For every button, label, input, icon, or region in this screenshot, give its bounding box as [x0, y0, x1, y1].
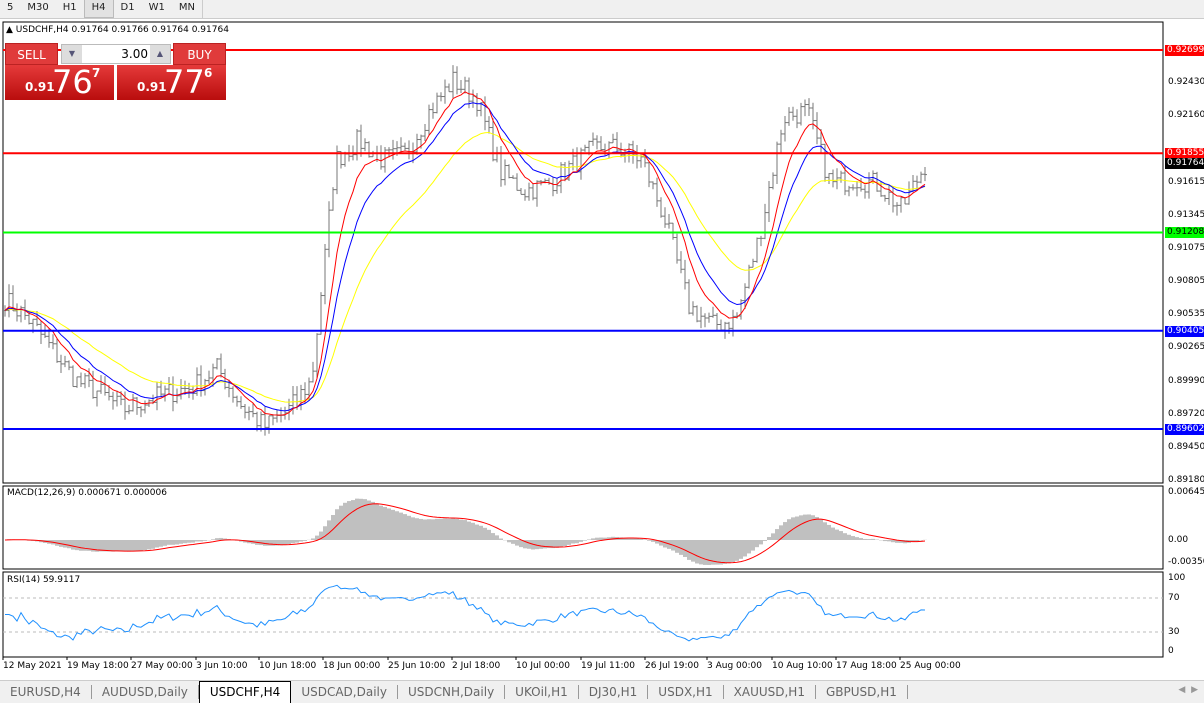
price-axis-label: 0.90265: [1168, 341, 1204, 352]
time-axis-label: 26 Jul 19:00: [645, 661, 699, 671]
chart-tab[interactable]: GBPUSD,H1: [816, 685, 908, 699]
hline-price-tag: 0.89602: [1165, 424, 1204, 435]
rsi-axis-0: 0: [1168, 646, 1174, 656]
price-axis-label: 0.89720: [1168, 408, 1204, 419]
price-axis-label: 0.90535: [1168, 308, 1204, 319]
time-axis-label: 19 May 18:00: [67, 661, 129, 671]
chart-tab[interactable]: USDX,H1: [648, 685, 724, 699]
buy-price[interactable]: 0.91 77 6: [117, 63, 226, 101]
time-axis-label: 3 Aug 00:00: [707, 661, 762, 671]
current-price-tag: 0.91764: [1165, 158, 1204, 170]
ma-red: [4, 91, 926, 416]
time-axis-label: 3 Jun 10:00: [196, 661, 248, 671]
price-axis-label: 0.91615: [1168, 176, 1204, 187]
sell-button[interactable]: SELL: [5, 43, 58, 65]
time-axis-label: 17 Aug 18:00: [836, 661, 897, 671]
time-axis-label: 27 May 00:00: [131, 661, 193, 671]
ma-yellow: [4, 131, 926, 403]
tf-m30[interactable]: M30: [27, 2, 49, 13]
buy-price-pips: 77: [164, 63, 205, 101]
ma-blue: [4, 102, 926, 412]
price-axis-label: 0.92430: [1168, 76, 1204, 87]
tf-5[interactable]: 5: [7, 2, 14, 13]
macd-axis-max: 0.00645: [1168, 487, 1204, 497]
price-chart[interactable]: [0, 19, 1204, 679]
tf-h4[interactable]: H4: [83, 0, 114, 18]
price-axis-label: 0.91075: [1168, 242, 1204, 253]
chart-tab[interactable]: USDCHF,H4: [198, 680, 292, 703]
tf-h1[interactable]: H1: [62, 2, 77, 13]
time-axis-label: 18 Jun 00:00: [323, 661, 381, 671]
price-axis-label: 0.90805: [1168, 275, 1204, 286]
lots-value[interactable]: 3.00: [121, 47, 148, 61]
macd-signal-line: [4, 503, 926, 564]
chart-header: ▲ USDCHF,H4 0.91764 0.91766 0.91764 0.91…: [6, 25, 229, 35]
rsi-line: [5, 584, 926, 642]
time-axis-label: 10 Jun 18:00: [259, 661, 317, 671]
sell-price[interactable]: 0.91 76 7: [5, 63, 114, 101]
chart-tab[interactable]: UKOil,H1: [505, 685, 579, 699]
hline-price-tag: 0.91855: [1165, 148, 1204, 160]
lots-decrease-icon[interactable]: ▼: [62, 45, 82, 63]
time-axis-label: 10 Aug 10:00: [772, 661, 833, 671]
rsi-label: RSI(14) 59.9117: [7, 575, 81, 585]
hline-price-tag: 0.92699: [1165, 45, 1204, 56]
sell-price-point: 7: [92, 66, 101, 80]
time-axis-label: 10 Jul 00:00: [516, 661, 570, 671]
timeframe-toolbar: 5 M30 H1 H4 D1 W1 MN: [0, 0, 1204, 19]
macd-panel-frame: [2, 485, 1164, 570]
tab-scroll-arrows-icon[interactable]: ◀ ▶: [1178, 685, 1198, 695]
hline-price-tag: 0.90405: [1165, 325, 1204, 337]
buy-price-prefix: 0.91: [137, 80, 167, 94]
symbol-quote: USDCHF,H4 0.91764 0.91766 0.91764 0.9176…: [15, 25, 229, 35]
chart-tab[interactable]: USDCAD,Daily: [291, 685, 398, 699]
tf-w1[interactable]: W1: [148, 2, 165, 13]
sell-price-pips: 76: [52, 63, 93, 101]
tf-d1[interactable]: D1: [120, 2, 135, 13]
tf-mn[interactable]: MN: [178, 2, 195, 13]
macd-axis-zero: 0.00: [1168, 535, 1189, 545]
main-panel-frame: [2, 21, 1164, 484]
price-axis-label: 0.91345: [1168, 209, 1204, 220]
time-axis-label: 25 Aug 00:00: [900, 661, 961, 671]
rsi-panel-frame: [2, 571, 1164, 658]
price-axis-label: 0.89990: [1168, 375, 1204, 386]
price-axis-label: 0.89450: [1168, 441, 1204, 452]
chart-tab[interactable]: XAUUSD,H1: [724, 685, 816, 699]
buy-price-point: 6: [204, 66, 213, 80]
time-axis-label: 19 Jul 11:00: [581, 661, 635, 671]
sell-price-prefix: 0.91: [25, 80, 55, 94]
chart-tab[interactable]: USDCNH,Daily: [398, 685, 506, 699]
chart-tab[interactable]: DJ30,H1: [579, 685, 649, 699]
one-click-trading-panel: SELL ▼ 3.00 ▲ BUY 0.91 76 7 0.91 77 6: [5, 43, 226, 101]
chart-tab[interactable]: AUDUSD,Daily: [92, 685, 199, 699]
time-axis-label: 25 Jun 10:00: [388, 661, 446, 671]
toolbar-spacer: [201, 0, 1204, 18]
rsi-axis-70: 70: [1168, 593, 1180, 603]
lots-increase-icon[interactable]: ▲: [150, 45, 170, 63]
chart-tab[interactable]: EURUSD,H4: [0, 685, 92, 699]
lots-field[interactable]: ▼ 3.00 ▲: [61, 44, 171, 64]
buy-button[interactable]: BUY: [173, 43, 226, 65]
hline-price-tag: 0.91208: [1165, 227, 1204, 239]
price-axis-label: 0.89180: [1168, 474, 1204, 485]
macd-axis-min: -0.00350: [1168, 557, 1204, 567]
rsi-axis-100: 100: [1168, 573, 1186, 583]
chart-tabs: EURUSD,H4 AUDUSD,Daily USDCHF,H4 USDCAD,Dai…: [0, 680, 1204, 703]
rsi-axis-30: 30: [1168, 627, 1180, 637]
macd-label: MACD(12,26,9) 0.000671 0.000006: [7, 488, 167, 498]
time-axis-label: 2 Jul 18:00: [452, 661, 501, 671]
price-axis-label: 0.92160: [1168, 109, 1204, 120]
time-axis-label: 12 May 2021: [3, 661, 62, 671]
